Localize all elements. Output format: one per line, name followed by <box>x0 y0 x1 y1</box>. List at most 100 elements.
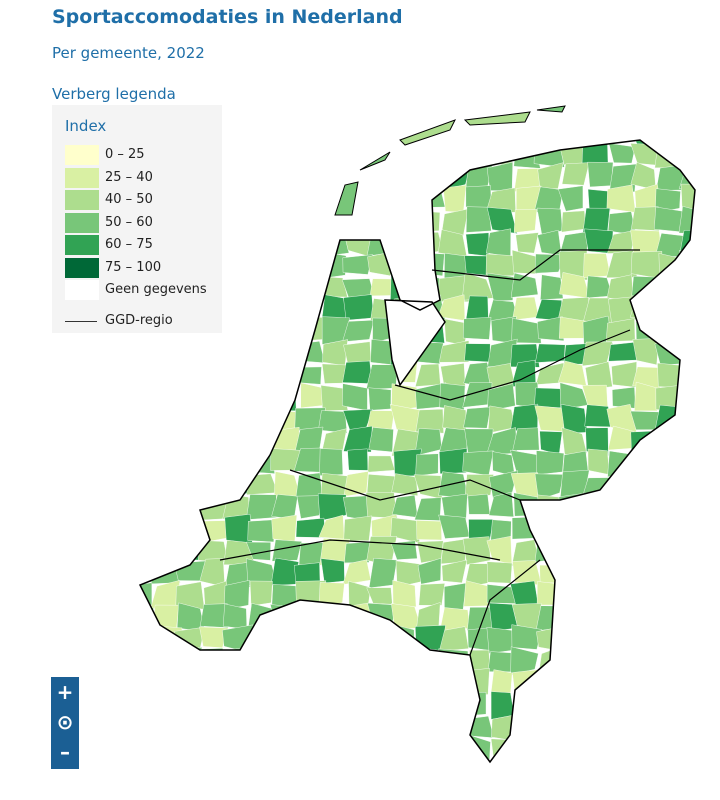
municipality <box>655 494 684 518</box>
legend-label: 40 – 50 <box>105 192 153 207</box>
municipality <box>537 140 566 147</box>
municipality <box>535 515 565 542</box>
municipality <box>655 140 684 148</box>
municipality <box>655 536 682 567</box>
municipality <box>250 427 274 451</box>
municipality <box>297 232 325 257</box>
municipality <box>226 319 252 346</box>
municipality <box>678 275 695 301</box>
municipality <box>222 603 248 630</box>
municipality <box>439 691 468 718</box>
zoom-button[interactable]: ⊙ <box>56 710 74 734</box>
municipality <box>343 515 373 542</box>
municipality <box>679 493 695 518</box>
municipality <box>562 669 589 694</box>
municipality <box>293 163 322 191</box>
municipality <box>587 161 614 188</box>
municipality <box>634 581 661 608</box>
municipality <box>606 604 637 628</box>
municipality <box>630 143 660 166</box>
municipality <box>512 716 541 736</box>
municipality <box>320 603 345 631</box>
municipality <box>417 674 446 697</box>
legend-swatch <box>65 167 99 188</box>
municipality <box>584 404 612 428</box>
municipality <box>226 473 251 501</box>
municipality <box>368 733 393 762</box>
municipality <box>512 669 541 696</box>
municipality <box>391 162 419 192</box>
municipality <box>391 97 420 124</box>
municipality <box>702 471 720 497</box>
municipality <box>442 100 463 120</box>
legend-toggle[interactable]: Verberg legenda <box>52 85 176 103</box>
municipality <box>708 207 720 234</box>
municipality <box>561 427 588 455</box>
municipality <box>630 670 658 697</box>
municipality <box>247 672 275 698</box>
municipality <box>444 582 467 610</box>
municipality <box>228 450 254 474</box>
ijsselmeer <box>384 299 446 387</box>
zoom-button[interactable]: – <box>60 740 70 764</box>
municipality <box>180 758 206 762</box>
municipality <box>703 763 720 783</box>
municipality <box>222 273 253 299</box>
municipality <box>463 140 492 142</box>
municipality <box>584 756 611 762</box>
municipality <box>389 404 420 434</box>
municipality <box>683 144 695 164</box>
municipality <box>415 161 444 190</box>
municipality <box>415 363 441 387</box>
municipality <box>198 691 226 716</box>
municipality <box>174 711 205 739</box>
municipality <box>369 629 394 655</box>
municipality <box>463 406 491 429</box>
municipality <box>345 736 372 762</box>
municipality <box>511 249 541 275</box>
municipality <box>631 276 662 301</box>
municipality <box>418 695 445 715</box>
municipality <box>441 208 469 237</box>
municipality <box>177 430 204 457</box>
municipality <box>271 163 299 190</box>
municipality <box>634 560 661 582</box>
municipality <box>610 474 633 496</box>
municipality <box>344 541 371 564</box>
municipality <box>511 758 537 762</box>
municipality <box>249 580 273 607</box>
legend-swatch <box>65 190 99 210</box>
municipality <box>368 690 396 713</box>
municipality <box>392 579 417 608</box>
municipality <box>154 756 182 762</box>
municipality <box>562 515 589 543</box>
municipality <box>393 716 419 741</box>
municipality <box>467 493 491 515</box>
municipality <box>177 738 206 759</box>
municipality <box>342 319 375 343</box>
municipality <box>702 231 720 252</box>
municipality <box>154 472 179 499</box>
municipality <box>198 386 230 411</box>
municipality <box>656 756 685 762</box>
municipality <box>653 276 685 302</box>
municipality <box>248 165 275 189</box>
municipality <box>198 756 230 762</box>
municipality <box>655 470 686 497</box>
municipality <box>559 691 591 718</box>
municipality <box>297 626 320 649</box>
zoom-button[interactable]: + <box>56 680 74 704</box>
municipality <box>587 189 611 213</box>
municipality <box>511 624 543 650</box>
municipality <box>199 647 224 676</box>
municipality <box>247 234 279 254</box>
municipality <box>318 410 348 434</box>
municipality <box>705 735 720 760</box>
municipality <box>707 386 720 405</box>
municipality <box>294 295 321 322</box>
municipality <box>199 603 229 628</box>
municipality <box>417 557 442 585</box>
municipality <box>342 756 369 762</box>
municipality <box>199 426 228 454</box>
municipality <box>248 299 278 322</box>
